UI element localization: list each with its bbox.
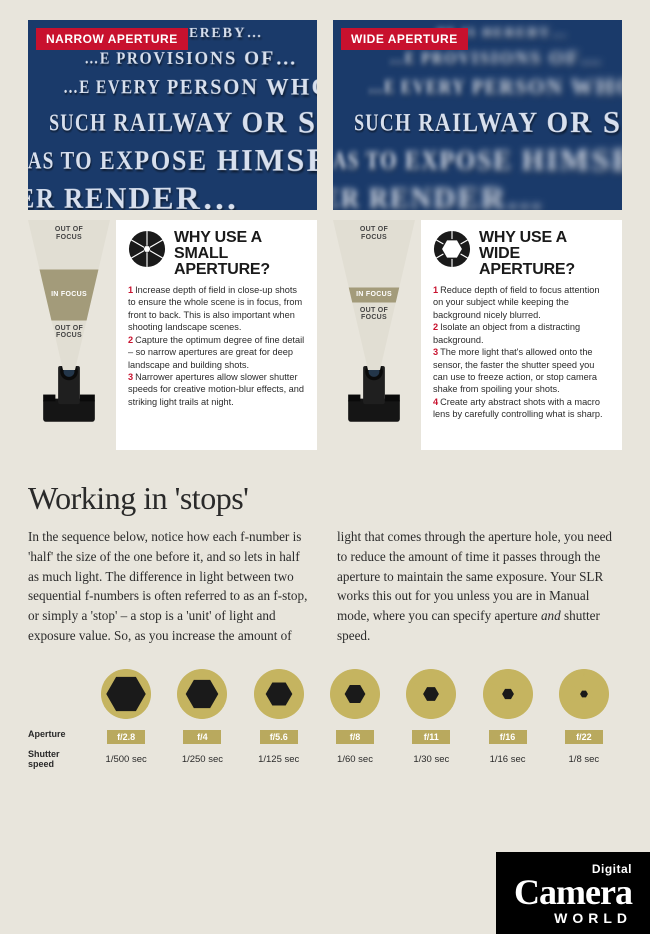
narrow-card-title: WHY USE A SMALL APERTURE? (174, 230, 305, 278)
wide-card-title: WHY USE A WIDE APERTURE? (479, 230, 610, 278)
narrow-tag: NARROW APERTURE (36, 28, 188, 50)
reason-item: 4Create arty abstract shots with a macro… (433, 396, 610, 421)
narrow-reasons-list: 1Increase depth of field in close-up sho… (128, 284, 305, 408)
reason-item: 2Isolate an object from a distracting ba… (433, 321, 610, 346)
f-number-label: f/16 (489, 730, 527, 744)
aperture-stop (241, 668, 317, 720)
f-number-label: f/22 (565, 730, 603, 744)
shutter-speed-label: 1/250 sec (182, 754, 223, 765)
wide-tag: WIDE APERTURE (341, 28, 468, 50)
f-number-label: f/11 (412, 730, 450, 744)
reason-item: 1Reduce depth of field to focus attentio… (433, 284, 610, 321)
wide-column: WIDE APERTURE …HE IS HEREBY……E PROVISION… (333, 20, 622, 450)
reason-item: 1Increase depth of field in close-up sho… (128, 284, 305, 334)
shutter-speed-label: 1/500 sec (106, 754, 147, 765)
magazine-logo: Digital Camera WORLD (496, 852, 650, 934)
narrow-detail: OUT OFFOCUSIN FOCUSOUT OFFOCUS WHY USE A… (28, 220, 317, 450)
wide-dof-diagram: OUT OFFOCUSIN FOCUSOUT OFFOCUS (333, 220, 415, 450)
reason-item: 2Capture the optimum degree of fine deta… (128, 334, 305, 371)
camera-icon (340, 366, 408, 424)
stops-body-text: In the sequence below, notice how each f… (28, 527, 622, 646)
comparison-row: NARROW APERTURE …HE IS HEREBY……E PROVISI… (28, 20, 622, 450)
narrow-dof-diagram: OUT OFFOCUSIN FOCUSOUT OFFOCUS (28, 220, 110, 450)
wide-info-card: WHY USE A WIDE APERTURE? 1Reduce depth o… (421, 220, 622, 450)
f-number-label: f/2.8 (107, 730, 145, 744)
wide-reasons-list: 1Reduce depth of field to focus attentio… (433, 284, 610, 421)
aperture-stop (88, 668, 164, 720)
aperture-stop (546, 668, 622, 720)
reason-item: 3The more light that's allowed onto the … (433, 346, 610, 396)
f-number-label: f/5.6 (260, 730, 298, 744)
f-number-label: f/8 (336, 730, 374, 744)
aperture-stop (317, 668, 393, 720)
stops-section: Working in 'stops' In the sequence below… (28, 480, 622, 770)
logo-big: Camera (514, 876, 632, 908)
aperture-sequence: Aperture f/2.8 f/4 f/5.6 f/8 f/11 f/16 f/22 Shut… (28, 668, 622, 770)
camera-icon (35, 366, 103, 424)
shutter-speed-label: 1/125 sec (258, 754, 299, 765)
aperture-stop (393, 668, 469, 720)
narrow-column: NARROW APERTURE …HE IS HEREBY……E PROVISI… (28, 20, 317, 450)
reason-item: 3Narrower apertures allow slower shutter… (128, 371, 305, 408)
aperture-icon (433, 230, 471, 268)
stops-heading: Working in 'stops' (28, 480, 622, 517)
shutter-speed-label: 1/8 sec (569, 754, 600, 765)
aperture-stop (164, 668, 240, 720)
shutter-speed-label: 1/60 sec (337, 754, 373, 765)
aperture-row-label: Aperture (28, 730, 88, 740)
wide-detail: OUT OFFOCUSIN FOCUSOUT OFFOCUS WHY USE A… (333, 220, 622, 450)
aperture-icon (128, 230, 166, 268)
shutter-speed-label: 1/16 sec (490, 754, 526, 765)
logo-world: WORLD (514, 910, 632, 926)
f-number-label: f/4 (183, 730, 221, 744)
shutter-row-label: Shutterspeed (28, 750, 88, 770)
page: NARROW APERTURE …HE IS HEREBY……E PROVISI… (0, 0, 650, 770)
shutter-speed-label: 1/30 sec (413, 754, 449, 765)
aperture-stop (469, 668, 545, 720)
narrow-info-card: WHY USE A SMALL APERTURE? 1Increase dept… (116, 220, 317, 450)
